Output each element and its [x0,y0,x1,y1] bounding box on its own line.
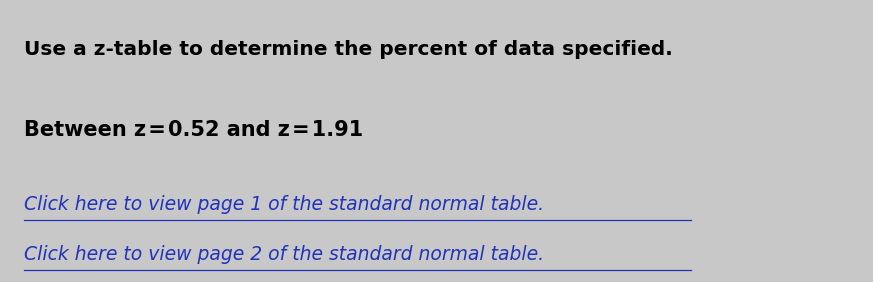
Text: Click here to view page 1 of the standard normal table.: Click here to view page 1 of the standar… [24,195,545,214]
Text: Between z = 0.52 and z = 1.91: Between z = 0.52 and z = 1.91 [24,120,364,140]
Text: Use a z-table to determine the percent of data specified.: Use a z-table to determine the percent o… [24,40,673,59]
Text: Click here to view page 2 of the standard normal table.: Click here to view page 2 of the standar… [24,245,545,264]
